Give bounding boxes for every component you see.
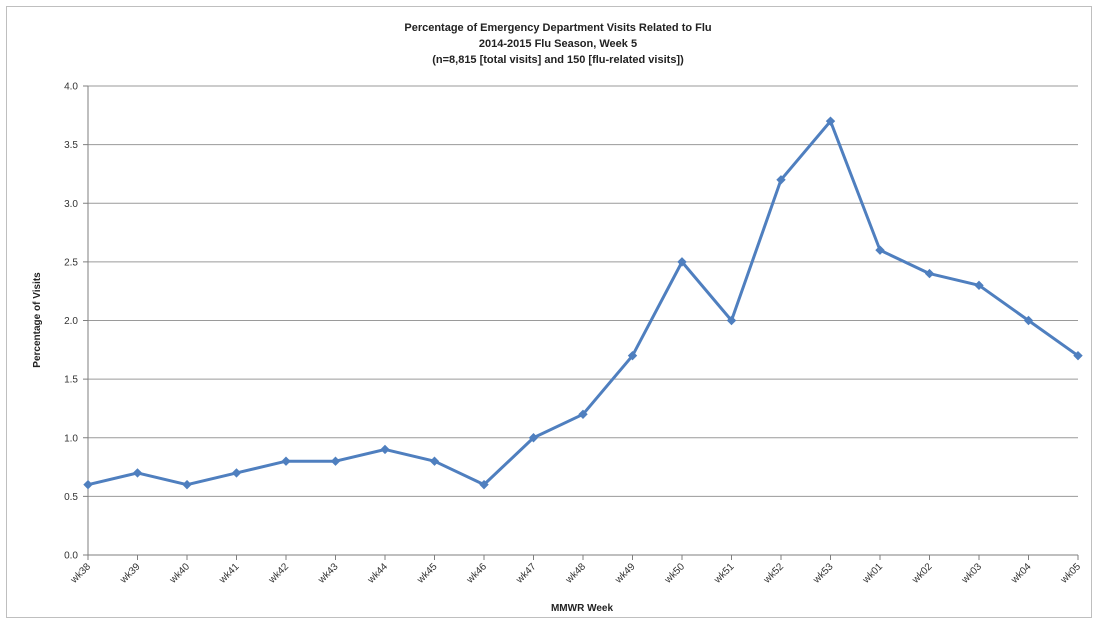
x-tick-label: wk45 bbox=[415, 561, 440, 586]
data-point bbox=[776, 175, 786, 185]
data-point bbox=[429, 456, 440, 466]
y-tick-label: 1.0 bbox=[64, 433, 78, 444]
y-tick-label: 1.5 bbox=[64, 375, 78, 386]
x-tick-label: wk39 bbox=[118, 561, 143, 586]
x-tick-label: wk05 bbox=[1058, 561, 1083, 586]
y-tick-label: 0.0 bbox=[64, 551, 78, 562]
x-axis-label: MMWR Week bbox=[551, 603, 613, 614]
data-point bbox=[578, 409, 588, 420]
x-tick-label: wk47 bbox=[514, 561, 539, 586]
data-point bbox=[627, 350, 638, 361]
x-tick-label: wk42 bbox=[266, 561, 291, 586]
y-tick-labels: 0.0 0.5 1.0 1.5 2.0 2.5 3.0 3.5 4.0 bbox=[64, 82, 78, 562]
data-point bbox=[1023, 315, 1034, 326]
x-tick-label: wk41 bbox=[217, 561, 242, 586]
data-point bbox=[924, 268, 935, 279]
x-tick-label: wk52 bbox=[761, 561, 786, 586]
chart-title-line-2: 2014-2015 Flu Season, Week 5 bbox=[479, 38, 637, 50]
y-tick-label: 3.0 bbox=[64, 199, 78, 210]
data-point bbox=[281, 456, 291, 466]
x-tick-label: wk43 bbox=[316, 561, 341, 586]
data-point bbox=[479, 479, 489, 490]
x-tick-label: wk50 bbox=[662, 561, 687, 586]
x-tick-label: wk04 bbox=[1009, 561, 1034, 586]
y-tick-label: 0.5 bbox=[64, 492, 78, 503]
x-tick-labels: wk38 wk39 wk40 wk41 wk42 wk43 wk44 wk45 wk46 wk47… bbox=[68, 561, 1083, 586]
data-point bbox=[83, 479, 93, 490]
data-point bbox=[380, 444, 390, 455]
y-tick-label: 2.0 bbox=[64, 316, 78, 327]
series bbox=[83, 116, 1083, 490]
x-tick-label: wk02 bbox=[910, 561, 935, 586]
axes bbox=[87, 86, 1079, 560]
data-point bbox=[875, 245, 885, 255]
chart-title: Percentage of Emergency Department Visit… bbox=[404, 22, 711, 66]
y-tick-label: 4.0 bbox=[64, 82, 78, 93]
x-tick-label: wk49 bbox=[613, 561, 638, 586]
data-point bbox=[528, 433, 539, 443]
x-tick-label: wk38 bbox=[68, 561, 93, 586]
data-point bbox=[182, 479, 192, 490]
x-tick-label: wk44 bbox=[365, 561, 390, 586]
data-point bbox=[974, 280, 984, 291]
y-tick-label: 2.5 bbox=[64, 257, 78, 268]
data-point bbox=[825, 116, 836, 126]
data-point bbox=[330, 456, 341, 466]
x-tick-label: wk01 bbox=[860, 561, 885, 586]
chart-title-line-3: (n=8,815 [total visits] and 150 [flu-rel… bbox=[432, 54, 684, 66]
x-tick-label: wk03 bbox=[959, 561, 984, 586]
data-point bbox=[726, 315, 737, 326]
x-tick-label: wk53 bbox=[811, 561, 836, 586]
x-tick-label: wk40 bbox=[167, 561, 192, 586]
y-axis-label: Percentage of Visits bbox=[32, 272, 43, 368]
data-point bbox=[1073, 350, 1083, 361]
x-tick-label: wk46 bbox=[464, 561, 489, 586]
x-tick-label: wk51 bbox=[712, 561, 737, 586]
y-tick-label: 3.5 bbox=[64, 140, 78, 151]
data-point bbox=[677, 257, 687, 267]
chart-frame bbox=[6, 6, 1092, 618]
series-line bbox=[86, 119, 1080, 487]
data-point bbox=[231, 468, 242, 478]
chart-title-line-1: Percentage of Emergency Department Visit… bbox=[404, 22, 711, 34]
gridlines bbox=[83, 85, 1078, 556]
data-point bbox=[132, 468, 143, 478]
x-tick-label: wk48 bbox=[563, 561, 588, 586]
